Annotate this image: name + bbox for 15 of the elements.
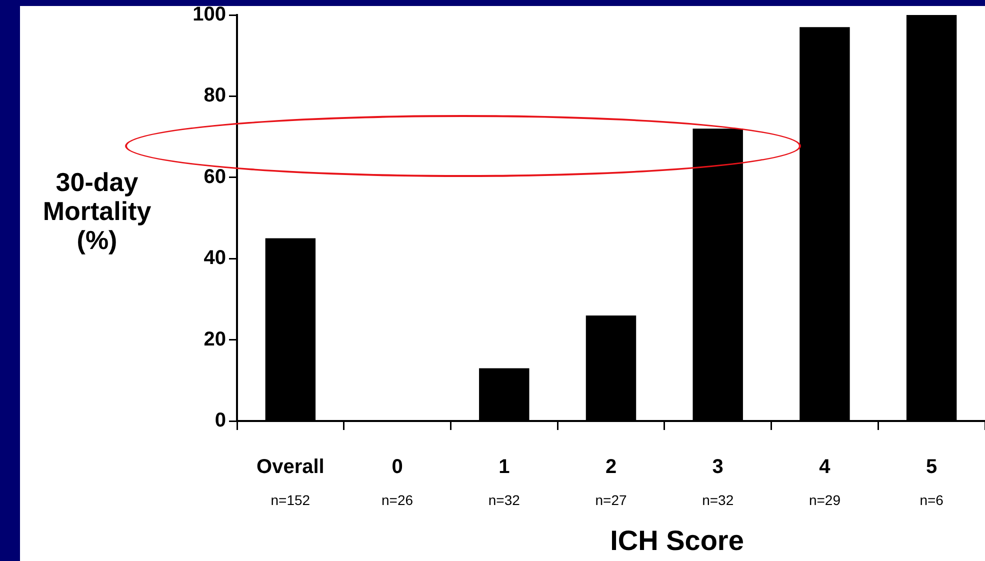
- y-tick-label: 0: [214, 410, 226, 432]
- y-tick-label: 20: [204, 328, 226, 350]
- x-tick-label: 4 n=29: [808, 456, 841, 508]
- y-tick-label: 80: [204, 84, 226, 107]
- y-axis-title: 30-day Mortality (%): [42, 167, 152, 255]
- x-tick-label: Overall n=152: [256, 456, 324, 508]
- x-tick-label: 3 n=32: [702, 456, 734, 508]
- x-tick-label: 0 n=26: [382, 456, 414, 508]
- x-axis-title: ICH Score: [609, 525, 745, 557]
- x-tick-label: 1 n=32: [488, 456, 520, 508]
- x-tick-label: 2 n=27: [595, 456, 627, 508]
- y-tick-label: 40: [204, 247, 226, 270]
- x-tick-label: 5 n=6: [920, 456, 944, 508]
- y-tick-label: 60: [204, 166, 226, 188]
- y-tick-label: 100: [192, 4, 226, 26]
